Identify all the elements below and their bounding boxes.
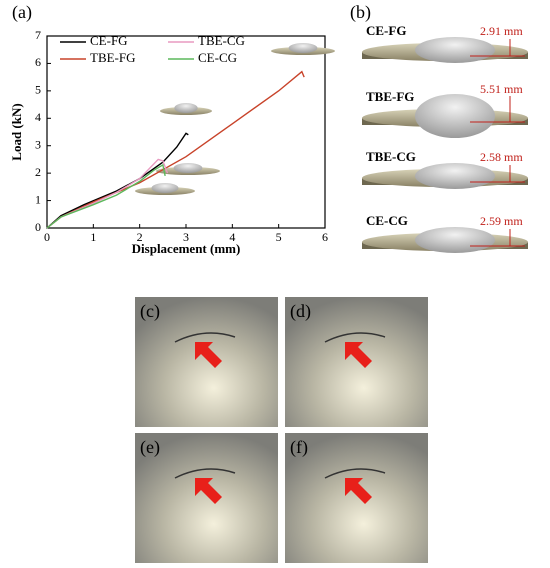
sample-name: TBE-CG xyxy=(366,149,416,164)
x-tick-label: 3 xyxy=(183,230,189,244)
legend-label: TBE-FG xyxy=(90,50,136,65)
height-label: 2.59 mm xyxy=(480,214,523,228)
y-tick-label: 1 xyxy=(35,192,41,206)
inset-dome xyxy=(173,163,203,173)
sample-name: CE-CG xyxy=(366,213,408,228)
height-label: 2.91 mm xyxy=(480,24,523,38)
line xyxy=(46,163,166,229)
photo xyxy=(135,433,278,563)
x-tick-label: 2 xyxy=(137,230,143,244)
sample-name: CE-FG xyxy=(366,23,406,38)
y-axis-label: Load (kN) xyxy=(9,103,24,160)
dome xyxy=(415,163,495,189)
x-tick-label: 1 xyxy=(90,230,96,244)
crack xyxy=(174,468,236,479)
x-axis-label: Displacement (mm) xyxy=(132,241,241,256)
photo xyxy=(285,297,428,427)
panel-label: (d) xyxy=(290,301,311,322)
dome xyxy=(415,227,495,253)
plot-frame xyxy=(46,35,326,229)
crack xyxy=(324,332,386,343)
inset-dome xyxy=(151,183,179,193)
legend-label: TBE-CG xyxy=(198,33,245,48)
dome xyxy=(415,37,495,63)
panel-label: (e) xyxy=(140,437,160,458)
red-arrow xyxy=(345,342,372,368)
x-tick-label: 0 xyxy=(44,230,50,244)
y-tick-label: 7 xyxy=(35,28,41,42)
crack xyxy=(174,332,236,343)
inset-dome xyxy=(174,103,198,113)
legend-label: CE-CG xyxy=(198,50,237,65)
height-label: 5.51 mm xyxy=(480,82,523,96)
photo xyxy=(285,433,428,563)
y-tick-label: 6 xyxy=(35,55,41,69)
legend-label: CE-FG xyxy=(90,33,128,48)
x-tick-label: 4 xyxy=(229,230,235,244)
inset-dome xyxy=(288,43,318,53)
height-label: 2.58 mm xyxy=(480,150,523,164)
x-tick-label: 6 xyxy=(322,230,328,244)
crack xyxy=(324,468,386,479)
panel-label: (c) xyxy=(140,301,160,322)
panel-label: (f) xyxy=(290,437,308,458)
dome xyxy=(415,94,495,138)
y-tick-label: 4 xyxy=(35,110,41,124)
y-tick-label: 2 xyxy=(35,165,41,179)
photo xyxy=(135,297,278,427)
y-tick-label: 3 xyxy=(35,137,41,151)
red-arrow xyxy=(195,478,222,504)
panel-label: (a) xyxy=(12,2,32,23)
red-arrow xyxy=(345,478,372,504)
x-tick-label: 5 xyxy=(276,230,282,244)
panel-label: (b) xyxy=(350,2,371,23)
y-tick-label: 0 xyxy=(35,220,41,234)
y-tick-label: 5 xyxy=(35,83,41,97)
red-arrow xyxy=(195,342,222,368)
sample-name: TBE-FG xyxy=(366,89,414,104)
